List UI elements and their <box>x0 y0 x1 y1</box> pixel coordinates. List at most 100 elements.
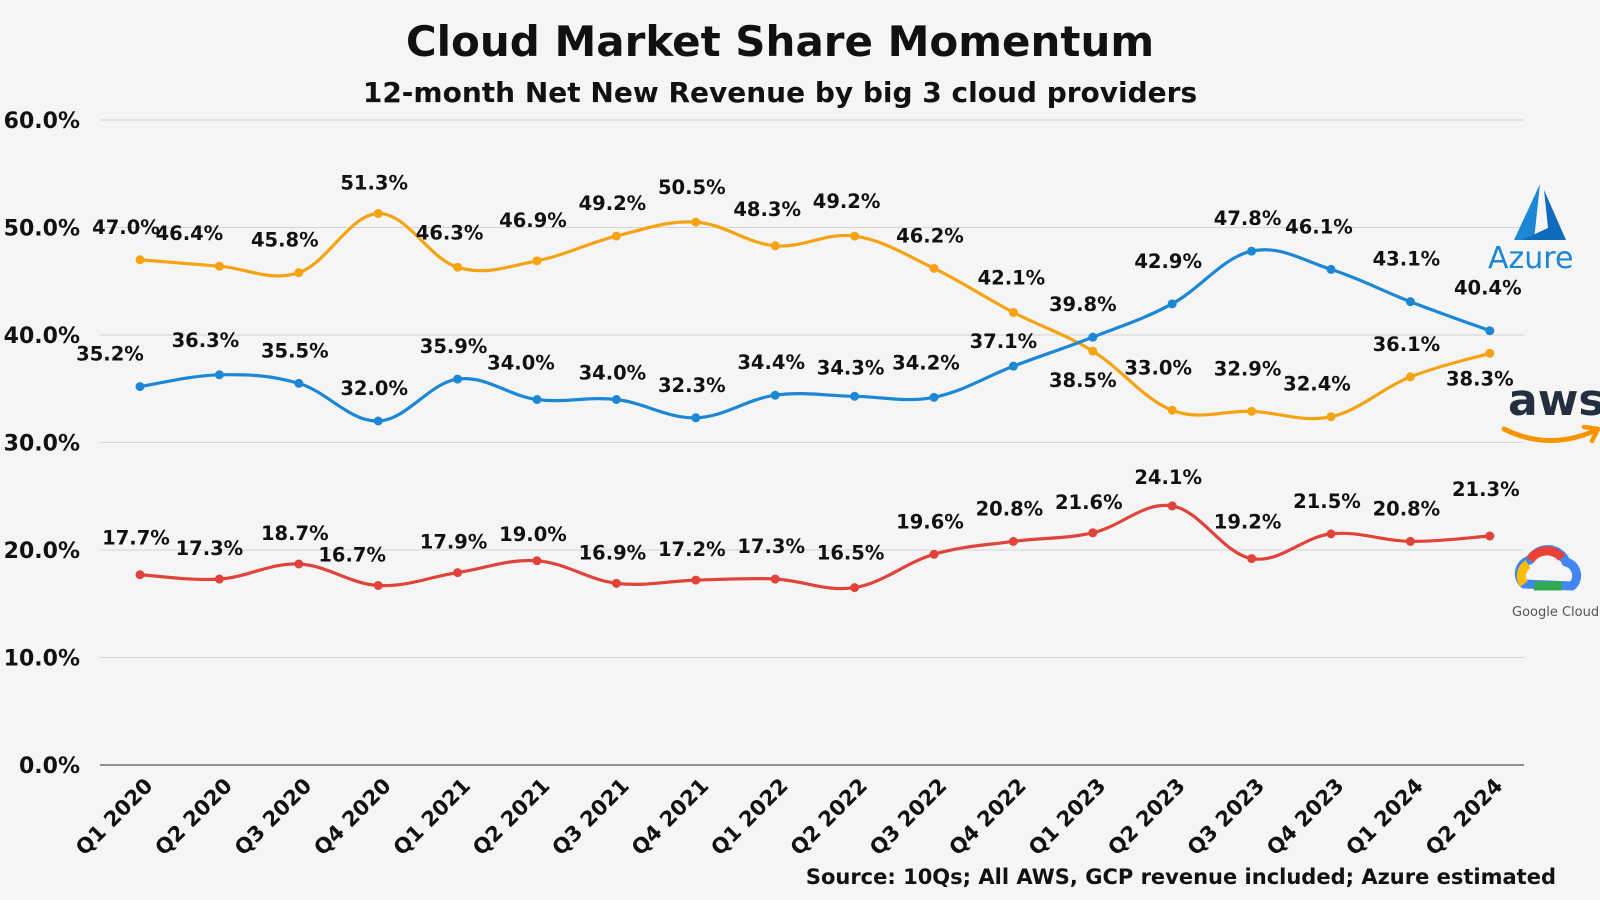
google-cloud-point <box>1008 536 1018 546</box>
aws-data-label: 48.3% <box>733 198 801 221</box>
azure-data-label: 32.0% <box>340 377 408 400</box>
azure-point <box>611 395 621 404</box>
y-tick-label: 30.0% <box>4 432 80 457</box>
aws-data-label: 42.1% <box>978 266 1046 289</box>
google-cloud-icon-yellow <box>1516 560 1531 587</box>
aws-point <box>1088 346 1098 356</box>
google-cloud-point <box>1247 554 1257 564</box>
source-note: Source: 10Qs; All AWS, GCP revenue inclu… <box>806 865 1556 889</box>
x-tick-label: Q2 2023 <box>1103 774 1189 860</box>
azure-data-label: 47.8% <box>1214 207 1282 230</box>
azure-point <box>135 382 145 392</box>
x-tick-label: Q2 2021 <box>468 774 554 860</box>
google-cloud-point <box>294 559 304 569</box>
azure-data-label: 35.5% <box>261 339 329 362</box>
azure-logo-mark <box>1514 184 1540 240</box>
azure-data-label: 32.3% <box>658 374 726 397</box>
aws-point <box>1008 307 1018 317</box>
azure-data-label: 43.1% <box>1373 248 1441 271</box>
azure-data-label: 34.2% <box>892 351 960 374</box>
y-axis: 0.0% 10.0% 20.0% 30.0% 40.0% 50.0% 60.0% <box>4 109 80 779</box>
google-cloud-point <box>214 574 224 584</box>
y-tick-label: 50.0% <box>4 217 80 242</box>
aws-data-label: 46.3% <box>416 221 484 244</box>
azure-data-label: 39.8% <box>1049 293 1117 316</box>
x-tick-label: Q1 2023 <box>1024 774 1110 860</box>
azure-data-label: 46.1% <box>1285 215 1353 238</box>
aws-data-label: 32.4% <box>1283 373 1351 396</box>
aws-point <box>135 255 145 265</box>
azure-logo: Azure <box>1488 184 1573 276</box>
x-tick-label: Q3 2021 <box>548 774 634 860</box>
google-cloud-icon-red <box>1526 546 1566 563</box>
google-cloud-point <box>1088 528 1098 538</box>
google-cloud-point <box>611 578 621 588</box>
azure-point <box>1485 326 1495 336</box>
aws-point <box>611 231 621 241</box>
aws-data-label: 38.5% <box>1049 369 1117 392</box>
x-tick-label: Q4 2020 <box>309 774 395 860</box>
azure-data-label: 34.0% <box>579 362 647 385</box>
google-cloud-series-line <box>139 503 1490 591</box>
google-cloud-point <box>373 580 383 590</box>
google-cloud-data-label: 21.6% <box>1055 491 1123 514</box>
aws-point <box>770 241 780 251</box>
azure-point <box>1008 361 1018 371</box>
aws-point <box>453 262 463 272</box>
azure-point <box>1326 264 1336 274</box>
google-cloud-point <box>929 549 939 559</box>
google-cloud-data-label: 17.7% <box>102 527 170 550</box>
google-cloud-data-label: 17.9% <box>420 531 488 554</box>
google-cloud-point <box>1485 531 1495 541</box>
aws-data-label: 49.2% <box>813 190 881 213</box>
aws-point <box>1167 405 1177 415</box>
azure-data-label: 34.3% <box>817 356 885 379</box>
google-cloud-point <box>1326 529 1336 539</box>
chart-title: Cloud Market Share Momentum <box>406 17 1154 66</box>
aws-point <box>929 263 939 273</box>
google-cloud-data-label: 20.8% <box>1373 497 1441 520</box>
google-cloud-data-label: 18.7% <box>261 522 329 545</box>
y-tick-label: 40.0% <box>4 324 80 349</box>
google-cloud-point <box>453 568 463 578</box>
aws-data-label: 33.0% <box>1124 356 1192 379</box>
google-cloud-data-label: 21.3% <box>1452 478 1520 501</box>
google-cloud-data-label: 21.5% <box>1293 490 1361 513</box>
google-cloud-data-label: 17.3% <box>737 535 805 558</box>
aws-point <box>1485 348 1495 358</box>
x-tick-label: Q4 2023 <box>1262 774 1348 860</box>
azure-point <box>453 374 463 384</box>
y-tick-label: 20.0% <box>4 539 80 564</box>
aws-data-label: 50.5% <box>658 176 726 199</box>
aws-arrow-icon <box>1581 424 1600 444</box>
x-tick-label: Q1 2020 <box>71 774 157 860</box>
aws-point <box>1326 412 1336 422</box>
y-tick-label: 0.0% <box>19 754 80 779</box>
azure-point <box>1088 332 1098 342</box>
google-cloud-data-label: 24.1% <box>1134 466 1202 489</box>
aws-data-label: 45.8% <box>251 229 319 252</box>
aws-data-label: 36.1% <box>1373 333 1441 356</box>
aws-point <box>294 268 304 278</box>
google-cloud-logo-text: Google Cloud <box>1512 605 1599 620</box>
azure-data-label: 40.4% <box>1454 277 1522 300</box>
azure-data-label: 37.1% <box>970 330 1038 353</box>
series-lines <box>135 209 1495 593</box>
azure-point <box>1405 297 1415 307</box>
azure-point <box>770 390 780 400</box>
aws-point <box>214 261 224 271</box>
aws-data-label: 47.0% <box>92 216 160 239</box>
aws-point <box>532 256 542 266</box>
azure-data-label: 34.4% <box>737 351 805 374</box>
google-cloud-point <box>770 574 780 584</box>
data-labels: 47.0%46.4% 45.8% 51.3% 46.3% 46.9% 49.2% 50.5%… <box>76 172 1521 567</box>
google-cloud-data-label: 16.9% <box>579 541 647 564</box>
x-tick-label: Q1 2021 <box>389 774 475 860</box>
azure-data-label: 42.9% <box>1134 250 1202 273</box>
aws-point <box>1405 372 1415 382</box>
google-cloud-point <box>850 583 860 593</box>
aws-data-label: 46.2% <box>896 224 964 247</box>
aws-logo-text: aws <box>1508 375 1600 426</box>
